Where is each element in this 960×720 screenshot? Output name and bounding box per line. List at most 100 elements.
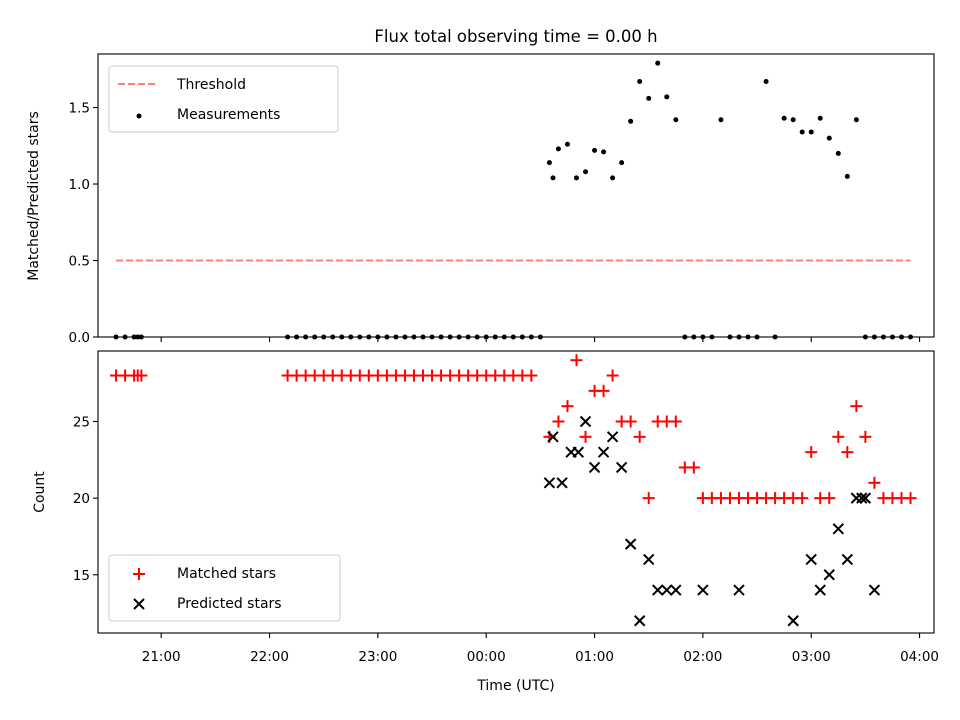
measurement-point bbox=[691, 334, 697, 340]
matched-star-marker bbox=[868, 476, 881, 489]
matched-star-marker bbox=[796, 492, 809, 505]
top-y-tick-label: 0.0 bbox=[69, 330, 90, 346]
measurement-point bbox=[880, 334, 886, 340]
measurement-point bbox=[420, 334, 426, 340]
matched-star-marker bbox=[669, 415, 682, 428]
matched-star-marker bbox=[597, 384, 610, 397]
measurement-point bbox=[357, 334, 363, 340]
measurement-point bbox=[790, 117, 796, 123]
bottom-y-axis: 15 20 25 bbox=[73, 415, 98, 584]
x-tick-label: 21:00 bbox=[142, 649, 181, 665]
measurement-point bbox=[492, 334, 498, 340]
measurement-point bbox=[628, 118, 634, 124]
measurement-point bbox=[131, 334, 137, 340]
measurement-point bbox=[853, 117, 859, 123]
legend-predicted-swatch bbox=[133, 598, 145, 610]
measurement-point bbox=[573, 175, 579, 181]
measurement-point bbox=[592, 147, 598, 153]
measurement-point bbox=[655, 60, 661, 66]
measurement-point bbox=[501, 334, 507, 340]
measurement-point bbox=[339, 334, 345, 340]
measurement-point bbox=[619, 160, 625, 166]
measurement-point bbox=[402, 334, 408, 340]
bottom-y-axis-label: Count bbox=[32, 471, 48, 513]
measurement-point bbox=[122, 334, 128, 340]
measurement-point bbox=[537, 334, 543, 340]
measurement-point bbox=[682, 334, 688, 340]
measurement-point bbox=[411, 334, 417, 340]
measurement-point bbox=[312, 334, 318, 340]
matched-star-marker bbox=[805, 446, 818, 459]
measurement-point bbox=[799, 129, 805, 135]
predicted-star-marker bbox=[661, 584, 673, 596]
measurement-point bbox=[113, 334, 119, 340]
matched-star-marker bbox=[823, 492, 836, 505]
measurement-point bbox=[528, 334, 534, 340]
predicted-star-marker bbox=[615, 461, 628, 474]
x-axis-label: Time (UTC) bbox=[476, 678, 554, 694]
predicted-star-marker bbox=[572, 446, 585, 458]
measurement-point bbox=[781, 115, 787, 121]
matched-star-marker bbox=[570, 354, 583, 367]
top-y-tick-label: 0.5 bbox=[69, 254, 90, 270]
matched-star-marker bbox=[606, 369, 619, 382]
predicted-star-marker bbox=[823, 569, 835, 581]
predicted-star-marker bbox=[597, 446, 610, 458]
measurement-point bbox=[862, 334, 868, 340]
predicted-star-marker bbox=[556, 477, 568, 489]
predicted-star-marker bbox=[643, 553, 655, 566]
measurement-point bbox=[709, 334, 715, 340]
x-tick-label: 01:00 bbox=[575, 649, 614, 665]
predicted-star-marker bbox=[805, 553, 817, 566]
measurement-point bbox=[763, 79, 769, 85]
matched-star-marker bbox=[135, 369, 148, 382]
measurement-point bbox=[303, 334, 309, 340]
measurement-point bbox=[835, 150, 841, 156]
measurement-point bbox=[438, 334, 444, 340]
top-y-axis-label: Matched/Predicted stars bbox=[26, 111, 42, 281]
measurement-point bbox=[736, 334, 742, 340]
measurement-point bbox=[366, 334, 372, 340]
matched-star-marker bbox=[552, 415, 565, 428]
matched-star-marker bbox=[832, 430, 845, 443]
measurement-point bbox=[546, 160, 552, 166]
legend-measurements-swatch bbox=[136, 113, 142, 119]
x-tick-label: 00:00 bbox=[467, 649, 506, 665]
matched-star-marker bbox=[624, 415, 637, 428]
measurement-point bbox=[375, 334, 381, 340]
measurement-point bbox=[138, 334, 144, 340]
top-legend: Threshold Measurements bbox=[108, 65, 339, 133]
matched-star-marker bbox=[904, 492, 917, 505]
measurement-point bbox=[844, 173, 850, 179]
measurement-point bbox=[456, 334, 462, 340]
measurement-point bbox=[447, 334, 453, 340]
x-tick-label: 02:00 bbox=[683, 649, 722, 665]
measurement-point bbox=[601, 149, 607, 155]
measurement-point bbox=[465, 334, 471, 340]
measurement-point bbox=[285, 334, 291, 340]
measurement-point bbox=[384, 334, 390, 340]
measurement-point bbox=[754, 334, 760, 340]
matched-star-marker bbox=[525, 369, 538, 382]
matched-star-marker bbox=[859, 430, 872, 443]
matched-star-marker bbox=[633, 430, 646, 443]
top-y-tick-label: 1.0 bbox=[69, 177, 90, 193]
predicted-star-marker bbox=[859, 492, 872, 504]
matched-star-marker bbox=[579, 430, 592, 443]
matched-star-marker bbox=[687, 461, 700, 474]
measurement-point bbox=[673, 117, 679, 123]
measurement-point bbox=[393, 334, 399, 340]
measurement-point bbox=[510, 334, 516, 340]
chart-title: Flux total observing time = 0.00 h bbox=[374, 27, 657, 46]
measurement-point bbox=[555, 146, 561, 152]
legend-threshold-label: Threshold bbox=[176, 77, 246, 93]
predicted-star-marker bbox=[850, 492, 863, 504]
legend-matched-swatch bbox=[133, 568, 145, 580]
top-y-tick-label: 1.5 bbox=[69, 101, 90, 117]
measurement-point bbox=[135, 334, 141, 340]
measurement-point bbox=[718, 117, 724, 123]
measurement-point bbox=[610, 175, 616, 181]
predicted-star-marker bbox=[670, 584, 682, 596]
predicted-star-marker bbox=[832, 523, 845, 535]
